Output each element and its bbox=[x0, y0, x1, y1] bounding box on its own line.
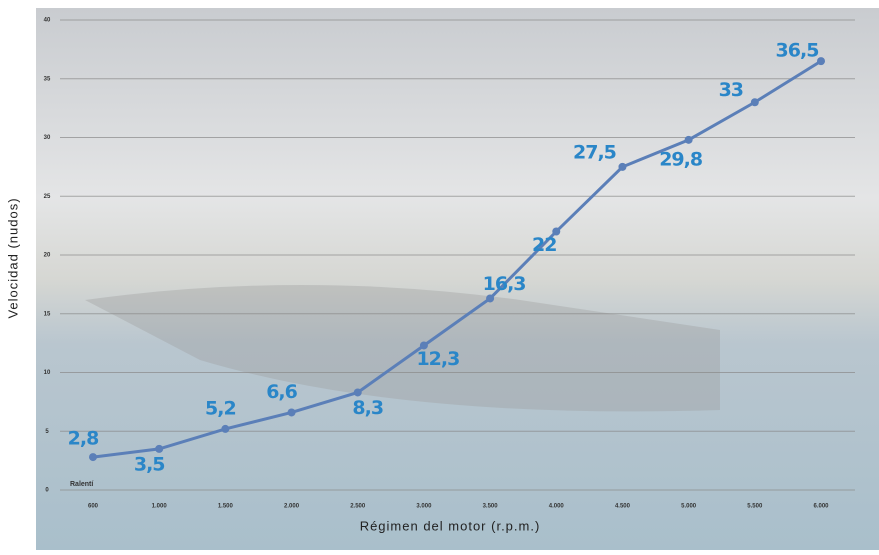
x-tick-label: 6.000 bbox=[813, 504, 829, 510]
chart: Velocidad (nudos) Régimen del motor (r.p… bbox=[0, 0, 879, 550]
value-label: 22 bbox=[532, 234, 556, 256]
value-label: 5,2 bbox=[205, 397, 236, 419]
value-label: 2,8 bbox=[68, 428, 99, 450]
y-tick-label: 25 bbox=[44, 194, 51, 200]
data-point bbox=[288, 408, 296, 416]
y-axis-title: Velocidad (nudos) bbox=[5, 197, 20, 318]
annotation: Ralentí bbox=[70, 481, 94, 488]
data-point bbox=[221, 425, 229, 433]
x-tick-label: 600 bbox=[88, 504, 99, 510]
y-tick-label: 35 bbox=[44, 76, 51, 82]
value-label: 16,3 bbox=[483, 273, 526, 295]
x-tick-label: 4.000 bbox=[549, 504, 565, 510]
y-tick-label: 40 bbox=[44, 18, 51, 24]
y-tick-label: 20 bbox=[44, 253, 51, 259]
x-tick-label: 1.000 bbox=[152, 504, 168, 510]
data-point bbox=[685, 136, 693, 144]
x-tick-label: 5.000 bbox=[681, 504, 697, 510]
value-label: 6,6 bbox=[266, 381, 297, 403]
x-tick-label: 3.000 bbox=[416, 504, 432, 510]
value-label: 27,5 bbox=[573, 141, 616, 163]
x-tick-label: 5.500 bbox=[747, 504, 763, 510]
y-tick-label: 10 bbox=[44, 370, 51, 376]
x-tick-label: 2.000 bbox=[284, 504, 300, 510]
y-tick-label: 30 bbox=[44, 135, 51, 141]
x-tick-label: 1.500 bbox=[218, 504, 234, 510]
value-label: 33 bbox=[719, 79, 743, 101]
value-label: 8,3 bbox=[352, 397, 383, 419]
x-tick-label: 3.500 bbox=[483, 504, 499, 510]
value-label: 36,5 bbox=[776, 40, 819, 62]
value-label: 12,3 bbox=[416, 348, 459, 370]
data-point bbox=[486, 294, 494, 302]
data-point bbox=[155, 445, 163, 453]
value-label: 29,8 bbox=[659, 148, 703, 170]
data-point bbox=[354, 388, 362, 396]
value-label: 3,5 bbox=[134, 453, 165, 475]
y-tick-label: 15 bbox=[44, 311, 51, 317]
x-axis-title: Régimen del motor (r.p.m.) bbox=[360, 518, 541, 533]
data-point bbox=[751, 98, 759, 106]
x-tick-label: 2.500 bbox=[350, 504, 366, 510]
data-point bbox=[89, 453, 97, 461]
x-tick-label: 4.500 bbox=[615, 504, 631, 510]
data-point bbox=[618, 163, 626, 171]
